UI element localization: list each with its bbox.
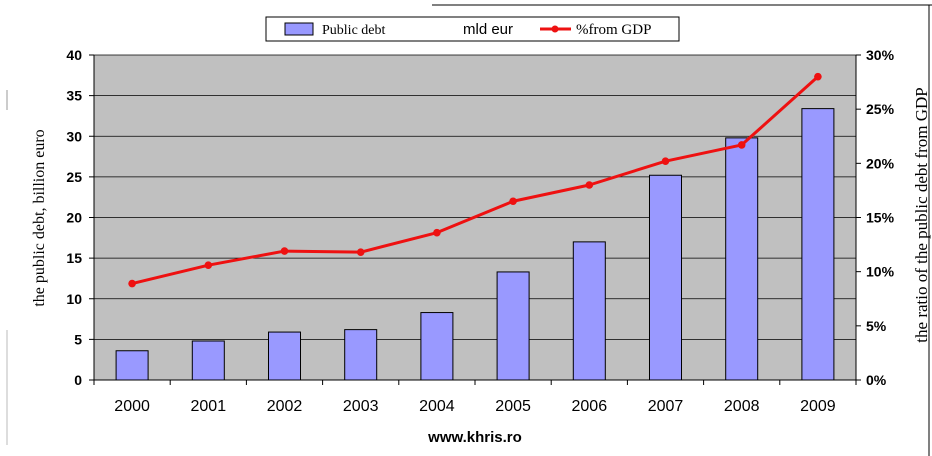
legend-label-gdp: %from GDP [576,22,651,38]
y-tick-label-left: 10 [66,291,82,307]
legend-marker-gdp [551,25,559,33]
x-tick-label: 2004 [419,398,455,415]
x-tick-label: 2007 [648,398,684,415]
x-tick-label: 2005 [495,398,531,415]
x-tick-label: 2008 [724,398,760,415]
x-tick-label: 2002 [267,398,303,415]
y-tick-label-right: 15% [866,210,895,226]
y-tick-label-left: 25 [66,169,82,185]
tick-labels: 0 5 10 15 20 25 30 35 40 0% 5% 10% 15% 20% 25% 30% 2000 2… [66,47,894,415]
bar-public-debt-2007 [648,174,683,381]
y-tick-label-right: 30% [866,47,895,63]
point-gdp-ratio-2001 [204,261,213,269]
bar-public-debt-2006 [572,241,606,381]
point-gdp-ratio-2006 [585,181,594,189]
x-tick-label: 2001 [191,398,227,415]
bar-public-debt-2005 [496,271,530,381]
y-tick-label-right: 0% [866,372,887,388]
x-tick-label: 2003 [343,398,379,415]
bar-public-debt-2004 [420,312,454,381]
y-tick-label-left: 0 [74,372,82,388]
point-gdp-ratio-2008 [737,141,746,149]
point-gdp-ratio-2003 [356,248,365,256]
y-tick-label-left: 20 [66,210,82,226]
y-tick-label-right: 20% [866,155,895,171]
y-axis-title-left: the public debt, billion euro [31,129,48,306]
y-tick-label-right: 10% [866,264,895,280]
legend-box [265,16,680,42]
point-gdp-ratio-2007 [661,157,670,165]
bar-series [115,108,835,381]
legend-unit-label: mld eur [463,21,513,38]
point-gdp-ratio-2000 [128,279,136,288]
bar-public-debt-2008 [725,137,759,381]
y-tick-label-left: 30 [66,128,82,144]
point-gdp-ratio-2005 [509,197,517,206]
bar-public-debt-2001 [191,340,225,381]
legend-label-public-debt: Public debt [322,23,385,38]
y-tick-label-left: 40 [66,47,82,63]
legend-swatch-public-debt [284,22,314,36]
y-axis-title-right: the ratio of the public debt from GDP [912,87,931,342]
point-gdp-ratio-2004 [433,228,441,237]
bar-public-debt-2000 [115,350,149,381]
legend: Public debt mld eur %from GDP [265,16,680,42]
x-tick-label: 2009 [800,398,836,415]
line-gdp-ratio [131,75,819,286]
y-tick-label-right: 5% [866,318,887,334]
y-tick-label-left: 5 [74,331,82,347]
y-tick-label-left: 15 [66,250,82,266]
x-axis-title: www.khris.ro [427,429,522,446]
bar-public-debt-2003 [344,329,378,381]
y-tick-label-left: 35 [66,88,82,104]
y-tick-label-right: 25% [866,101,895,117]
bar-public-debt-2002 [267,331,302,381]
point-gdp-ratio-2002 [280,247,289,255]
x-tick-label: 2000 [114,398,150,415]
line-series [128,72,822,288]
bar-public-debt-2009 [801,108,835,381]
x-tick-label: 2006 [572,398,608,415]
point-gdp-ratio-2009 [814,72,822,81]
